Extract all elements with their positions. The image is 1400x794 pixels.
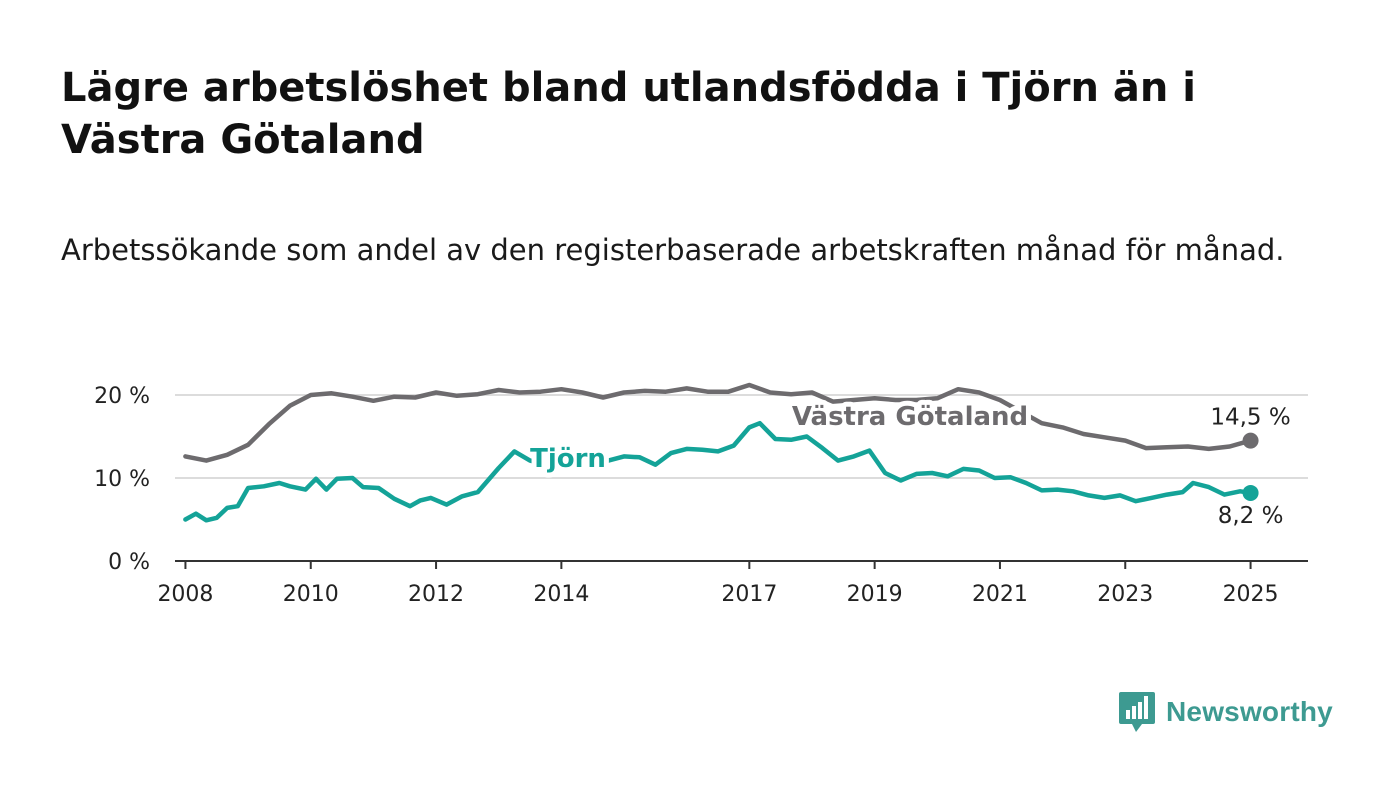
x-tick-label: 2008	[157, 582, 213, 607]
end-value-label-tjorn: 8,2 %	[1218, 503, 1284, 529]
brand-name: Newsworthy	[1166, 696, 1333, 727]
series-line-tjorn	[183, 420, 1253, 523]
chart-subtitle: Arbetssökande som andel av den registerb…	[61, 233, 1285, 267]
series-label-tjorn: Tjörn	[530, 444, 606, 474]
series-end-marker	[1242, 432, 1259, 449]
y-tick-label: 10 %	[94, 467, 150, 492]
x-tick-label: 2017	[721, 582, 777, 607]
x-tick-label: 2014	[533, 582, 589, 607]
newsworthy-logo: Newsworthy	[1118, 690, 1333, 734]
end-value-label-vastra-gotaland: 14,5 %	[1210, 405, 1290, 431]
x-tick-label: 2019	[847, 582, 903, 607]
x-tick-label: 2012	[408, 582, 464, 607]
x-tick-label: 2010	[283, 582, 339, 607]
y-tick-label: 20 %	[94, 384, 150, 409]
x-tick-label: 2025	[1223, 582, 1279, 607]
x-tick-label: 2021	[972, 582, 1028, 607]
series-label-vastra-gotaland: Västra Götaland	[792, 402, 1028, 432]
series-end-marker	[1242, 484, 1259, 501]
x-tick-label: 2023	[1097, 582, 1153, 607]
newsworthy-chat-bars-icon	[1119, 692, 1155, 732]
series-line-vastra-gotaland	[183, 382, 1253, 463]
y-tick-label: 0 %	[108, 550, 150, 575]
chart-title: Lägre arbetslöshet bland utlandsfödda i …	[61, 65, 1196, 163]
